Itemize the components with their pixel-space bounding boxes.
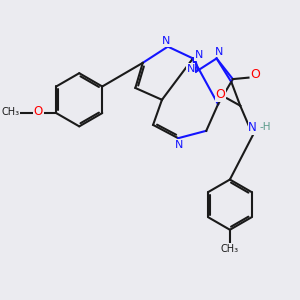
Text: CH₃: CH₃ (221, 244, 239, 254)
Text: N: N (175, 140, 183, 150)
Text: N: N (248, 121, 257, 134)
Text: O: O (215, 88, 225, 101)
Text: O: O (250, 68, 260, 81)
Text: N: N (195, 50, 203, 61)
Text: N: N (162, 36, 171, 46)
Text: CH₃: CH₃ (2, 106, 20, 117)
Text: N: N (186, 64, 195, 74)
Text: N: N (215, 47, 223, 57)
Text: O: O (34, 105, 43, 118)
Text: -H: -H (260, 122, 271, 132)
